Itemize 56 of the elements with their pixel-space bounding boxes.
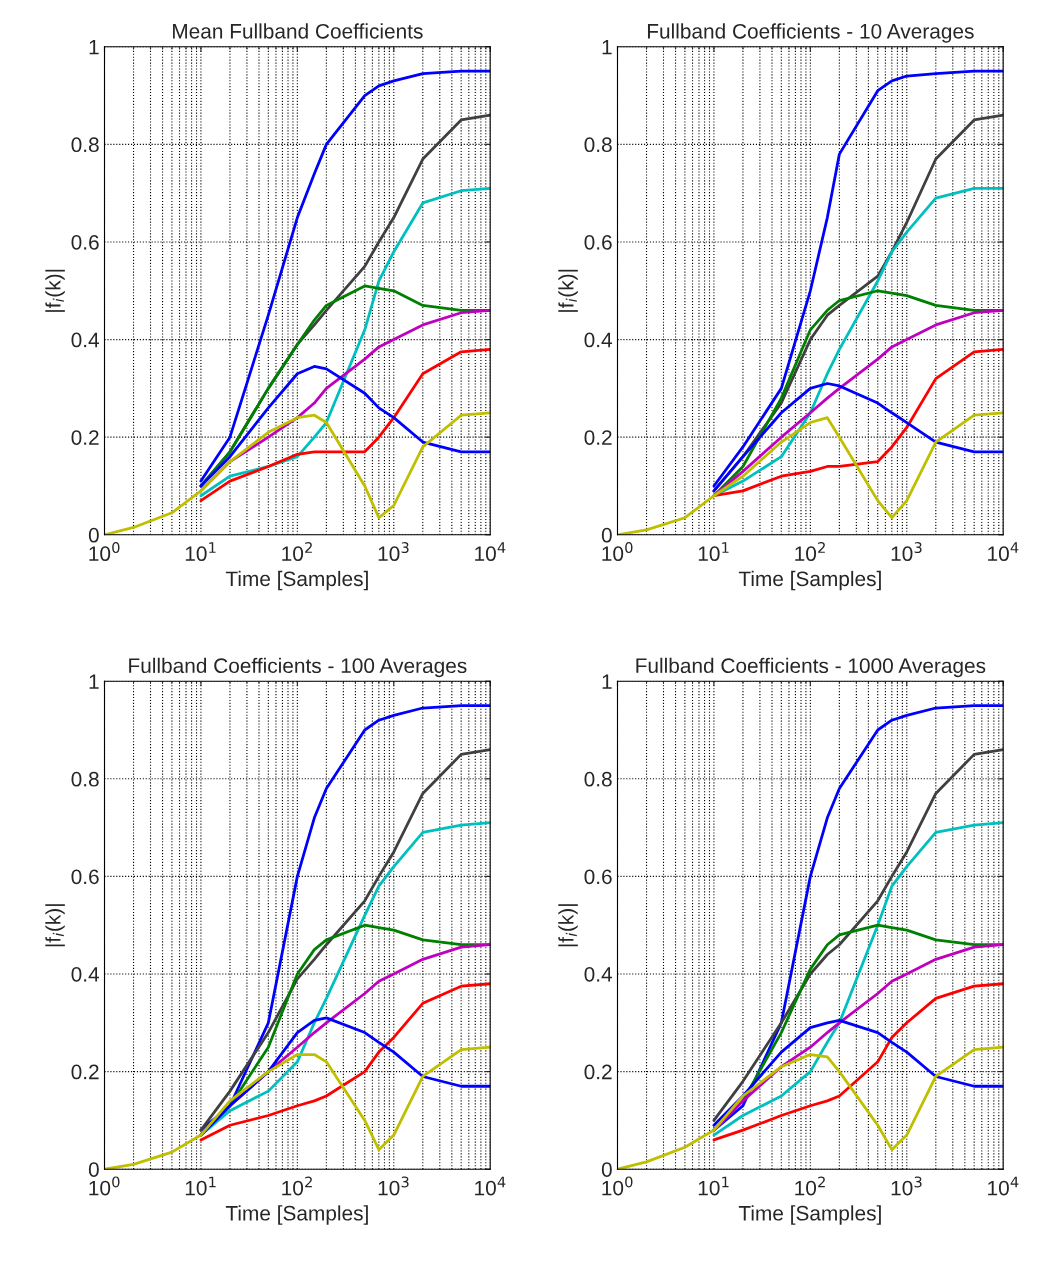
y-tick-label: 0 — [601, 527, 612, 543]
y-tick-label: 0.4 — [71, 967, 100, 982]
y-axis-title: |f$_{i}$(k)| — [558, 904, 578, 947]
x-axis-title: Time [Samples] — [225, 1205, 368, 1225]
x-axis-title: Time [Samples] — [738, 1205, 881, 1225]
y-tick-label: 0 — [88, 1162, 99, 1177]
x-tick-label: 10$^{0}$ — [89, 542, 120, 562]
y-tick-label: 0.8 — [584, 137, 612, 153]
y-axis-title: |f$_{i}$(k)| — [45, 269, 65, 312]
y-tick-label: 0.2 — [584, 430, 612, 445]
y-tick-label: 0 — [601, 1162, 612, 1177]
y-tick-label: 1 — [89, 674, 99, 689]
chart-title: Fullband Coefficients - 100 Averages — [129, 657, 467, 678]
y-tick-label: 0.6 — [584, 234, 612, 250]
x-tick-label: 10$^{4}$ — [475, 1176, 506, 1196]
x-tick-label: 10$^{3}$ — [378, 1176, 409, 1196]
y-tick-label: 0.4 — [584, 967, 613, 982]
x-tick-label: 10$^{1}$ — [185, 542, 216, 562]
y-tick-label: 1 — [89, 39, 99, 55]
y-tick-label: 0.6 — [71, 869, 99, 885]
y-tick-label: 1 — [602, 39, 612, 55]
x-tick-label: 10$^{2}$ — [795, 542, 825, 562]
y-tick-label: 0 — [88, 527, 99, 543]
chart-title: Mean Fullband Coefficients — [173, 23, 423, 39]
x-axis-title: Time [Samples] — [738, 570, 881, 591]
x-tick-label: 10$^{4}$ — [475, 542, 506, 562]
y-axis-title: |f$_{i}$(k)| — [45, 904, 65, 947]
x-tick-label: 10$^{0}$ — [602, 1176, 633, 1196]
x-tick-label: 10$^{3}$ — [891, 1176, 922, 1196]
x-tick-label: 10$^{3}$ — [378, 542, 409, 562]
y-tick-label: 0.4 — [584, 332, 613, 348]
chart-title: Fullband Coefficients - 1000 Averages — [636, 657, 986, 678]
y-tick-label: 1 — [602, 674, 612, 689]
y-tick-label: 0.8 — [71, 771, 99, 787]
y-tick-label: 0.8 — [71, 137, 99, 153]
y-tick-label: 0.2 — [71, 430, 99, 445]
chart-title: Fullband Coefficients - 10 Averages — [647, 23, 974, 43]
y-tick-label: 0.2 — [584, 1064, 612, 1080]
x-tick-label: 10$^{2}$ — [282, 1176, 312, 1196]
x-tick-label: 10$^{2}$ — [282, 542, 312, 562]
x-tick-label: 10$^{3}$ — [891, 542, 922, 562]
y-tick-label: 0.6 — [584, 869, 612, 885]
y-tick-label: 0.6 — [71, 234, 99, 250]
x-tick-label: 10$^{0}$ — [89, 1176, 120, 1196]
x-tick-label: 10$^{1}$ — [698, 1176, 729, 1196]
y-tick-label: 0.2 — [71, 1064, 99, 1080]
x-tick-label: 10$^{4}$ — [988, 1176, 1019, 1196]
y-tick-label: 0.4 — [71, 332, 100, 348]
y-tick-label: 0.8 — [584, 771, 612, 787]
x-axis-title: Time [Samples] — [225, 570, 368, 591]
x-tick-label: 10$^{1}$ — [698, 542, 729, 562]
x-tick-label: 10$^{1}$ — [185, 1176, 216, 1196]
x-tick-label: 10$^{4}$ — [988, 542, 1019, 562]
y-axis-title: |f$_{i}$(k)| — [558, 269, 578, 312]
x-tick-label: 10$^{0}$ — [602, 542, 633, 562]
x-tick-label: 10$^{2}$ — [795, 1176, 825, 1196]
